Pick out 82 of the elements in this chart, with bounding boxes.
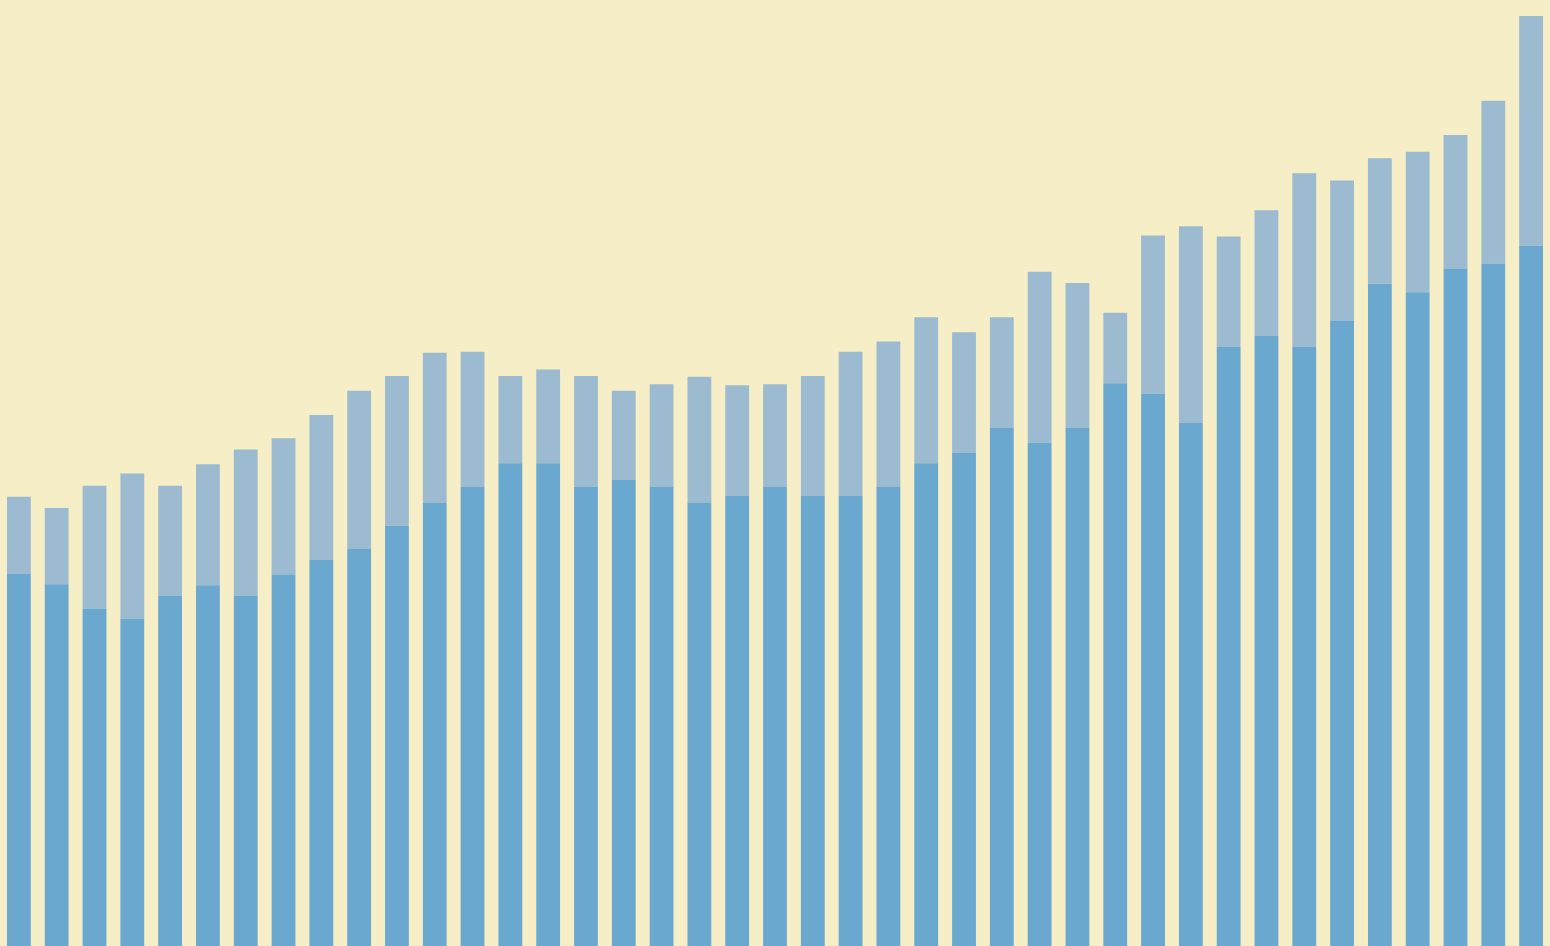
bar bbox=[498, 375, 523, 464]
bar bbox=[1367, 283, 1392, 946]
bar bbox=[1481, 100, 1506, 264]
bar bbox=[1254, 335, 1279, 946]
bar bbox=[800, 495, 825, 946]
bar bbox=[1519, 16, 1544, 246]
bar bbox=[1254, 210, 1279, 336]
bar bbox=[44, 507, 69, 585]
bar bbox=[952, 332, 976, 454]
bar bbox=[347, 390, 372, 549]
bar bbox=[1216, 236, 1241, 348]
bar bbox=[1292, 173, 1317, 348]
bar bbox=[120, 473, 145, 619]
bar bbox=[1405, 292, 1430, 946]
bar bbox=[838, 495, 863, 946]
bar bbox=[1065, 427, 1090, 946]
bar bbox=[574, 486, 598, 946]
bar bbox=[158, 485, 183, 596]
bar bbox=[44, 584, 69, 946]
bar bbox=[385, 525, 409, 946]
bar bbox=[838, 351, 863, 496]
bar bbox=[1103, 312, 1128, 384]
bar bbox=[82, 608, 107, 946]
bar bbox=[460, 486, 485, 946]
bar bbox=[914, 463, 939, 946]
bar bbox=[233, 595, 258, 946]
bar bbox=[1141, 235, 1165, 394]
bar bbox=[649, 486, 674, 946]
bar bbox=[876, 486, 901, 946]
bar bbox=[309, 560, 334, 946]
bar bbox=[385, 375, 409, 526]
bar bbox=[1443, 268, 1468, 946]
bar bbox=[687, 502, 712, 946]
bar bbox=[1027, 271, 1052, 443]
bar bbox=[763, 486, 787, 946]
bar bbox=[6, 574, 31, 946]
bar bbox=[196, 585, 220, 946]
bar bbox=[6, 496, 31, 574]
bar bbox=[82, 485, 107, 609]
bar bbox=[725, 385, 750, 496]
bar bbox=[1027, 442, 1052, 946]
bar bbox=[1292, 347, 1317, 946]
bar bbox=[1178, 422, 1203, 946]
bar bbox=[989, 427, 1014, 946]
bar bbox=[725, 495, 750, 946]
bar bbox=[422, 502, 447, 946]
bar bbox=[233, 449, 258, 596]
bar bbox=[1065, 282, 1090, 428]
bar bbox=[536, 369, 561, 464]
bar bbox=[1330, 180, 1354, 322]
bar bbox=[498, 463, 523, 946]
bar bbox=[536, 463, 561, 946]
bar bbox=[422, 352, 447, 503]
bar bbox=[687, 376, 712, 503]
bar bbox=[649, 384, 674, 487]
bar bbox=[271, 438, 296, 575]
bar bbox=[1519, 245, 1544, 946]
bar bbox=[952, 453, 976, 946]
bar bbox=[574, 375, 598, 487]
bar bbox=[1141, 393, 1165, 946]
bar bbox=[158, 595, 183, 946]
bar bbox=[763, 384, 787, 487]
bar bbox=[1216, 347, 1241, 946]
bar bbox=[1481, 263, 1506, 946]
bar bbox=[460, 351, 485, 487]
bar bbox=[989, 317, 1014, 428]
bar bbox=[1405, 151, 1430, 293]
bar bbox=[800, 375, 825, 496]
bar bbox=[271, 574, 296, 946]
bar bbox=[347, 548, 372, 946]
bar bbox=[1103, 383, 1128, 946]
bar bbox=[309, 414, 334, 561]
bar bbox=[611, 390, 636, 481]
bar bbox=[914, 317, 939, 464]
bar bbox=[120, 618, 145, 946]
bar bbox=[1443, 135, 1468, 269]
bar bbox=[611, 480, 636, 946]
bar bbox=[1178, 226, 1203, 423]
bar bbox=[1367, 158, 1392, 284]
bar bbox=[876, 341, 901, 487]
bar bbox=[196, 464, 220, 586]
bar bbox=[1330, 321, 1354, 946]
